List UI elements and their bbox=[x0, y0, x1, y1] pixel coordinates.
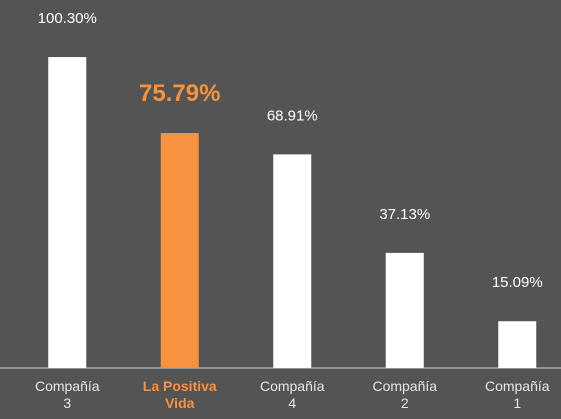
value-label: 68.91% bbox=[267, 107, 318, 124]
bar bbox=[48, 57, 87, 368]
x-tick-label: La Positiva Vida bbox=[142, 378, 217, 411]
x-tick-label: Compañía 2 bbox=[372, 378, 438, 411]
value-label: 75.79% bbox=[139, 80, 220, 107]
value-label: 15.09% bbox=[492, 274, 543, 291]
value-label: 100.30% bbox=[38, 10, 97, 27]
x-tick-label: Compañía 3 bbox=[34, 378, 100, 411]
bar bbox=[273, 154, 312, 368]
bar bbox=[498, 321, 537, 368]
value-label: 37.13% bbox=[379, 206, 430, 223]
x-tick-label: Compañía 4 bbox=[259, 378, 325, 411]
bar bbox=[160, 133, 199, 368]
x-tick-label: Compañía 1 bbox=[484, 378, 550, 411]
bar bbox=[385, 252, 424, 368]
